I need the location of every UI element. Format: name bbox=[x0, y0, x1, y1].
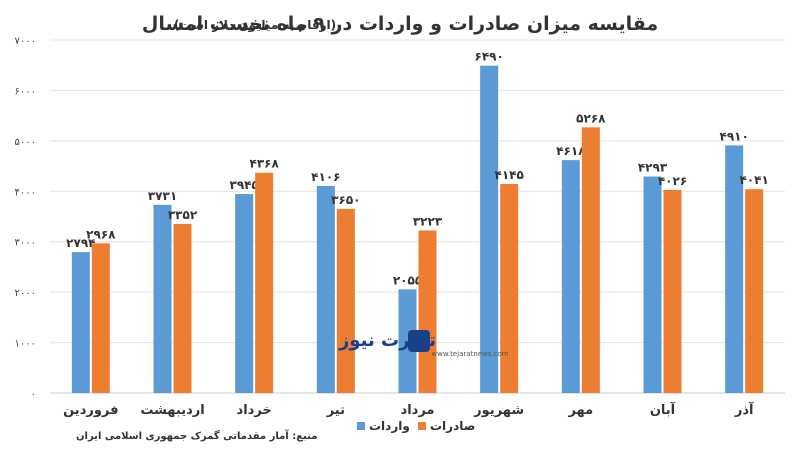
bar-exports bbox=[255, 172, 274, 393]
y-tick-label: ۶۰۰۰ bbox=[15, 86, 36, 97]
data-label: ۳۷۳۱ bbox=[148, 189, 177, 203]
y-tick-label: ۰ bbox=[31, 389, 36, 400]
grid-lines bbox=[50, 39, 785, 394]
data-label: ۳۶۵۰ bbox=[331, 193, 360, 207]
bar-exports bbox=[91, 243, 110, 393]
legend-swatch-exports bbox=[418, 422, 426, 430]
legend-label-exports: صادرات bbox=[430, 419, 475, 433]
source-note: منبع: آمار مقدماتی گمرک جمهوری اسلامی ای… bbox=[76, 429, 317, 442]
data-label: ۳۳۵۲ bbox=[168, 208, 198, 222]
x-axis-ticks: فروردین اردیبهشت خرداد تیر مرداد شهریور مهر آبا… bbox=[63, 401, 754, 418]
data-label: ۲۰۵۵ bbox=[393, 273, 422, 287]
bar-imports bbox=[725, 145, 744, 393]
bar-imports bbox=[561, 160, 580, 393]
bar-exports bbox=[581, 127, 600, 393]
y-tick-label: ۷۰۰۰ bbox=[15, 36, 36, 47]
y-tick-label: ۳۰۰۰ bbox=[15, 238, 36, 249]
bar-exports bbox=[418, 230, 437, 393]
bar-exports bbox=[173, 223, 192, 393]
chart-title: مقایسه میزان صادرات و واردات در ۹ ماه نخ… bbox=[142, 13, 658, 35]
data-label: ۳۲۲۳ bbox=[413, 214, 443, 228]
bar-imports bbox=[316, 185, 335, 393]
brand-mark-icon bbox=[408, 330, 430, 352]
x-tick-label: تیر bbox=[326, 403, 345, 418]
data-label: ۴۱۰۶ bbox=[311, 170, 340, 184]
y-tick-label: ۴۰۰۰ bbox=[15, 187, 36, 198]
data-label: ۴۶۱۸ bbox=[556, 144, 586, 158]
legend: واردات صادرات bbox=[357, 419, 475, 434]
bar-exports bbox=[336, 208, 355, 393]
data-label: ۲۷۹۴ bbox=[66, 236, 95, 250]
data-label: ۴۰۲۶ bbox=[658, 174, 687, 188]
x-tick-label: آبان bbox=[650, 401, 676, 418]
chart-subtitle: (ارقام به میلیون دلار است) bbox=[174, 18, 336, 33]
data-label: ۴۱۴۵ bbox=[495, 168, 524, 182]
x-tick-label: شهریور bbox=[473, 403, 524, 418]
data-label: ۵۲۶۸ bbox=[576, 111, 606, 125]
x-tick-label: اردیبهشت bbox=[140, 403, 204, 418]
bar-exports bbox=[500, 183, 519, 393]
y-axis-ticks: ۰ ۱۰۰۰ ۲۰۰۰ ۳۰۰۰ ۴۰۰۰ ۵۰۰۰ ۶۰۰۰ ۷۰۰۰ bbox=[15, 36, 36, 400]
data-label: ۴۲۹۳ bbox=[638, 161, 668, 175]
data-label: ۴۹۱۰ bbox=[720, 129, 749, 143]
legend-swatch-imports bbox=[357, 422, 365, 430]
watermark-logo: تجارت نیوز www.tejaratnews.com bbox=[338, 330, 509, 358]
data-label: ۴۳۶۸ bbox=[250, 157, 280, 171]
data-label: ۲۹۶۸ bbox=[86, 227, 116, 241]
bar-imports bbox=[480, 65, 499, 394]
x-tick-label: آذر bbox=[734, 401, 754, 418]
data-label: ۶۴۹۰ bbox=[475, 50, 504, 64]
x-tick-label: مرداد bbox=[401, 403, 435, 418]
bar-imports bbox=[71, 252, 90, 393]
y-tick-label: ۵۰۰۰ bbox=[15, 137, 36, 148]
data-label: ۳۹۴۵ bbox=[230, 178, 259, 192]
brand-name: تجارت نیوز bbox=[338, 330, 436, 351]
brand-url: www.tejaratnews.com bbox=[431, 350, 508, 358]
data-label: ۴۰۴۱ bbox=[740, 173, 769, 187]
x-tick-label: مهر bbox=[567, 403, 593, 418]
bar-imports bbox=[235, 194, 254, 393]
bar-imports bbox=[398, 289, 417, 393]
bar-imports bbox=[643, 176, 662, 393]
y-tick-label: ۲۰۰۰ bbox=[15, 288, 36, 299]
legend-label-imports: واردات bbox=[369, 419, 410, 434]
bar-imports bbox=[153, 204, 172, 393]
bar-exports bbox=[745, 189, 764, 393]
x-tick-label: خرداد bbox=[237, 403, 272, 418]
y-tick-label: ۱۰۰۰ bbox=[15, 339, 36, 350]
bar-exports bbox=[663, 189, 682, 393]
x-tick-label: فروردین bbox=[63, 403, 118, 418]
